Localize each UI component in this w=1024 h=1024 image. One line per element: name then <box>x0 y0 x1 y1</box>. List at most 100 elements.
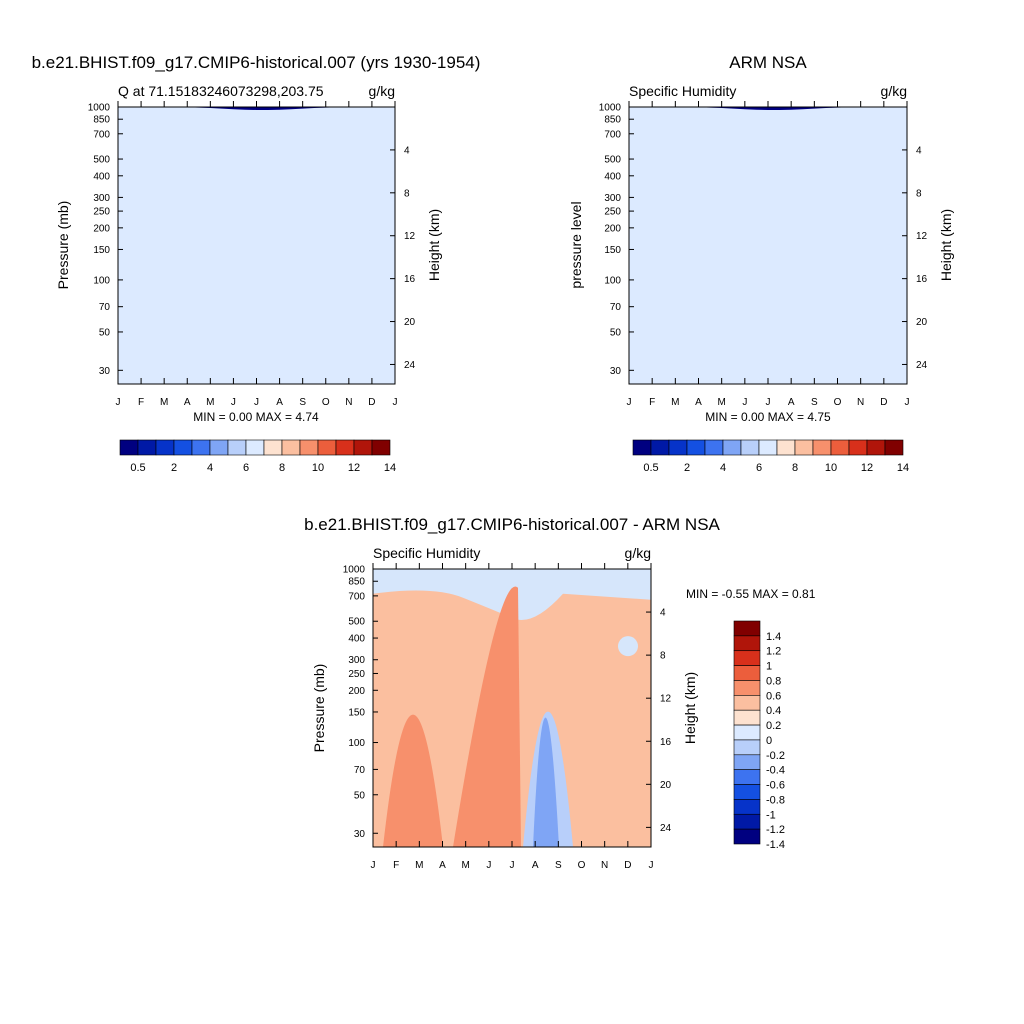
y-right-tick-label: 16 <box>660 737 672 748</box>
y-tick-label: 30 <box>610 366 622 377</box>
colorbar-box <box>830 439 850 456</box>
colorbar-label: 1.2 <box>766 646 781 658</box>
colorbar-box <box>119 439 139 456</box>
colorbar-box <box>740 439 760 456</box>
colorbar-label: 0.8 <box>766 675 781 687</box>
y-tick-label: 500 <box>93 155 110 166</box>
x-tick-label: F <box>138 397 144 408</box>
x-tick-label: J <box>116 397 121 408</box>
panel-model-ylabel-right: Height (km) <box>426 209 442 281</box>
panel-model-stats: MIN = 0.00 MAX = 4.74 <box>193 410 319 424</box>
y-tick-label: 50 <box>354 790 366 801</box>
x-tick-label: A <box>788 397 795 408</box>
colorbar-label: -0.2 <box>766 750 785 762</box>
colorbar-label: 8 <box>792 462 798 474</box>
x-tick-label: M <box>461 860 469 871</box>
y-right-tick-label: 20 <box>916 317 928 328</box>
y-tick-label: 200 <box>348 686 365 697</box>
colorbar-box <box>335 439 355 456</box>
x-tick-label: M <box>415 860 423 871</box>
x-tick-label: J <box>510 860 515 871</box>
y-tick-label: 30 <box>354 829 366 840</box>
y-right-tick-label: 4 <box>660 608 666 619</box>
y-right-tick-label: 12 <box>916 231 928 242</box>
panel-diff-title: b.e21.BHIST.f09_g17.CMIP6-historical.007… <box>304 515 720 534</box>
colorbar-label: 1.4 <box>766 631 781 643</box>
contour-band-6 <box>118 107 395 384</box>
x-tick-label: M <box>717 397 725 408</box>
colorbar-box <box>733 635 761 652</box>
colorbar-label: -1.4 <box>766 839 785 851</box>
y-tick-label: 100 <box>348 738 365 749</box>
colorbar-box <box>733 769 761 785</box>
diff-upper-patch <box>618 636 638 657</box>
colorbar-label: 0 <box>766 735 772 747</box>
x-tick-label: O <box>322 397 330 408</box>
x-tick-label: N <box>601 860 608 871</box>
x-tick-label: J <box>254 397 259 408</box>
y-right-tick-label: 16 <box>404 274 416 285</box>
y-tick-label: 250 <box>93 207 110 218</box>
y-right-tick-label: 24 <box>916 360 928 371</box>
colorbar-label: -0.8 <box>766 794 785 806</box>
y-tick-label: 250 <box>604 207 621 218</box>
x-tick-label: M <box>206 397 214 408</box>
colorbar-box <box>733 799 761 815</box>
y-tick-label: 500 <box>604 155 621 166</box>
x-tick-label: N <box>345 397 352 408</box>
x-tick-label: M <box>671 397 679 408</box>
panel-diff-colorbar: 1.4 1.2 1 0.8 0.6 0.4 0.2 0 -0.2 -0.4 -0.6 -0.8 -1 -1… <box>733 620 785 851</box>
x-tick-label: J <box>393 397 398 408</box>
panel-model-ylabel: Pressure (mb) <box>55 201 71 290</box>
colorbar-label: 0.5 <box>643 462 658 474</box>
x-tick-label: J <box>649 860 654 871</box>
panel-diff-right-string: g/kg <box>625 545 651 561</box>
panel-obs-left-string: Specific Humidity <box>629 83 736 99</box>
panel-diff-left-string: Specific Humidity <box>373 545 480 561</box>
y-tick-label: 700 <box>604 129 621 140</box>
x-tick-label: J <box>742 397 747 408</box>
y-tick-label: 250 <box>348 669 365 680</box>
y-tick-label: 150 <box>604 245 621 256</box>
colorbar-label: 0.4 <box>766 705 781 717</box>
colorbar-label: 6 <box>243 462 249 474</box>
colorbar-box <box>733 680 761 696</box>
colorbar-box <box>371 439 391 456</box>
colorbar-box <box>884 439 904 456</box>
colorbar-box <box>733 665 761 681</box>
colorbar-box <box>704 439 724 456</box>
y-tick-label: 200 <box>93 223 110 234</box>
y-tick-label: 100 <box>93 275 110 286</box>
colorbar-box <box>733 813 761 830</box>
panel-obs-ylabel: pressure level <box>568 201 584 288</box>
diff-positive-core-1 <box>383 714 443 847</box>
colorbar-label: 10 <box>312 462 324 474</box>
x-tick-label: J <box>486 860 491 871</box>
x-tick-label: S <box>811 397 818 408</box>
colorbar-box <box>733 724 761 741</box>
colorbar-label: 4 <box>207 462 213 474</box>
y-right-tick-label: 8 <box>916 188 922 199</box>
panel-model-right-string: g/kg <box>369 83 395 99</box>
x-tick-label: A <box>532 860 539 871</box>
colorbar-box <box>733 695 761 711</box>
colorbar-box <box>137 439 157 456</box>
y-tick-label: 30 <box>99 366 111 377</box>
y-right-tick-label: 24 <box>404 360 416 371</box>
colorbar-label: 6 <box>756 462 762 474</box>
colorbar-box <box>733 754 761 770</box>
y-tick-label: 150 <box>93 245 110 256</box>
colorbar-label: 10 <box>825 462 837 474</box>
x-tick-label: S <box>555 860 562 871</box>
colorbar-box <box>794 439 814 456</box>
y-right-tick-label: 24 <box>660 823 672 834</box>
x-tick-label: A <box>276 397 283 408</box>
panel-diff: b.e21.BHIST.f09_g17.CMIP6-historical.007… <box>304 515 816 871</box>
y-right-tick-label: 20 <box>404 317 416 328</box>
x-tick-label: M <box>160 397 168 408</box>
colorbar-box <box>353 439 373 456</box>
y-tick-label: 500 <box>348 617 365 628</box>
panel-diff-ylabel: Pressure (mb) <box>311 664 327 753</box>
